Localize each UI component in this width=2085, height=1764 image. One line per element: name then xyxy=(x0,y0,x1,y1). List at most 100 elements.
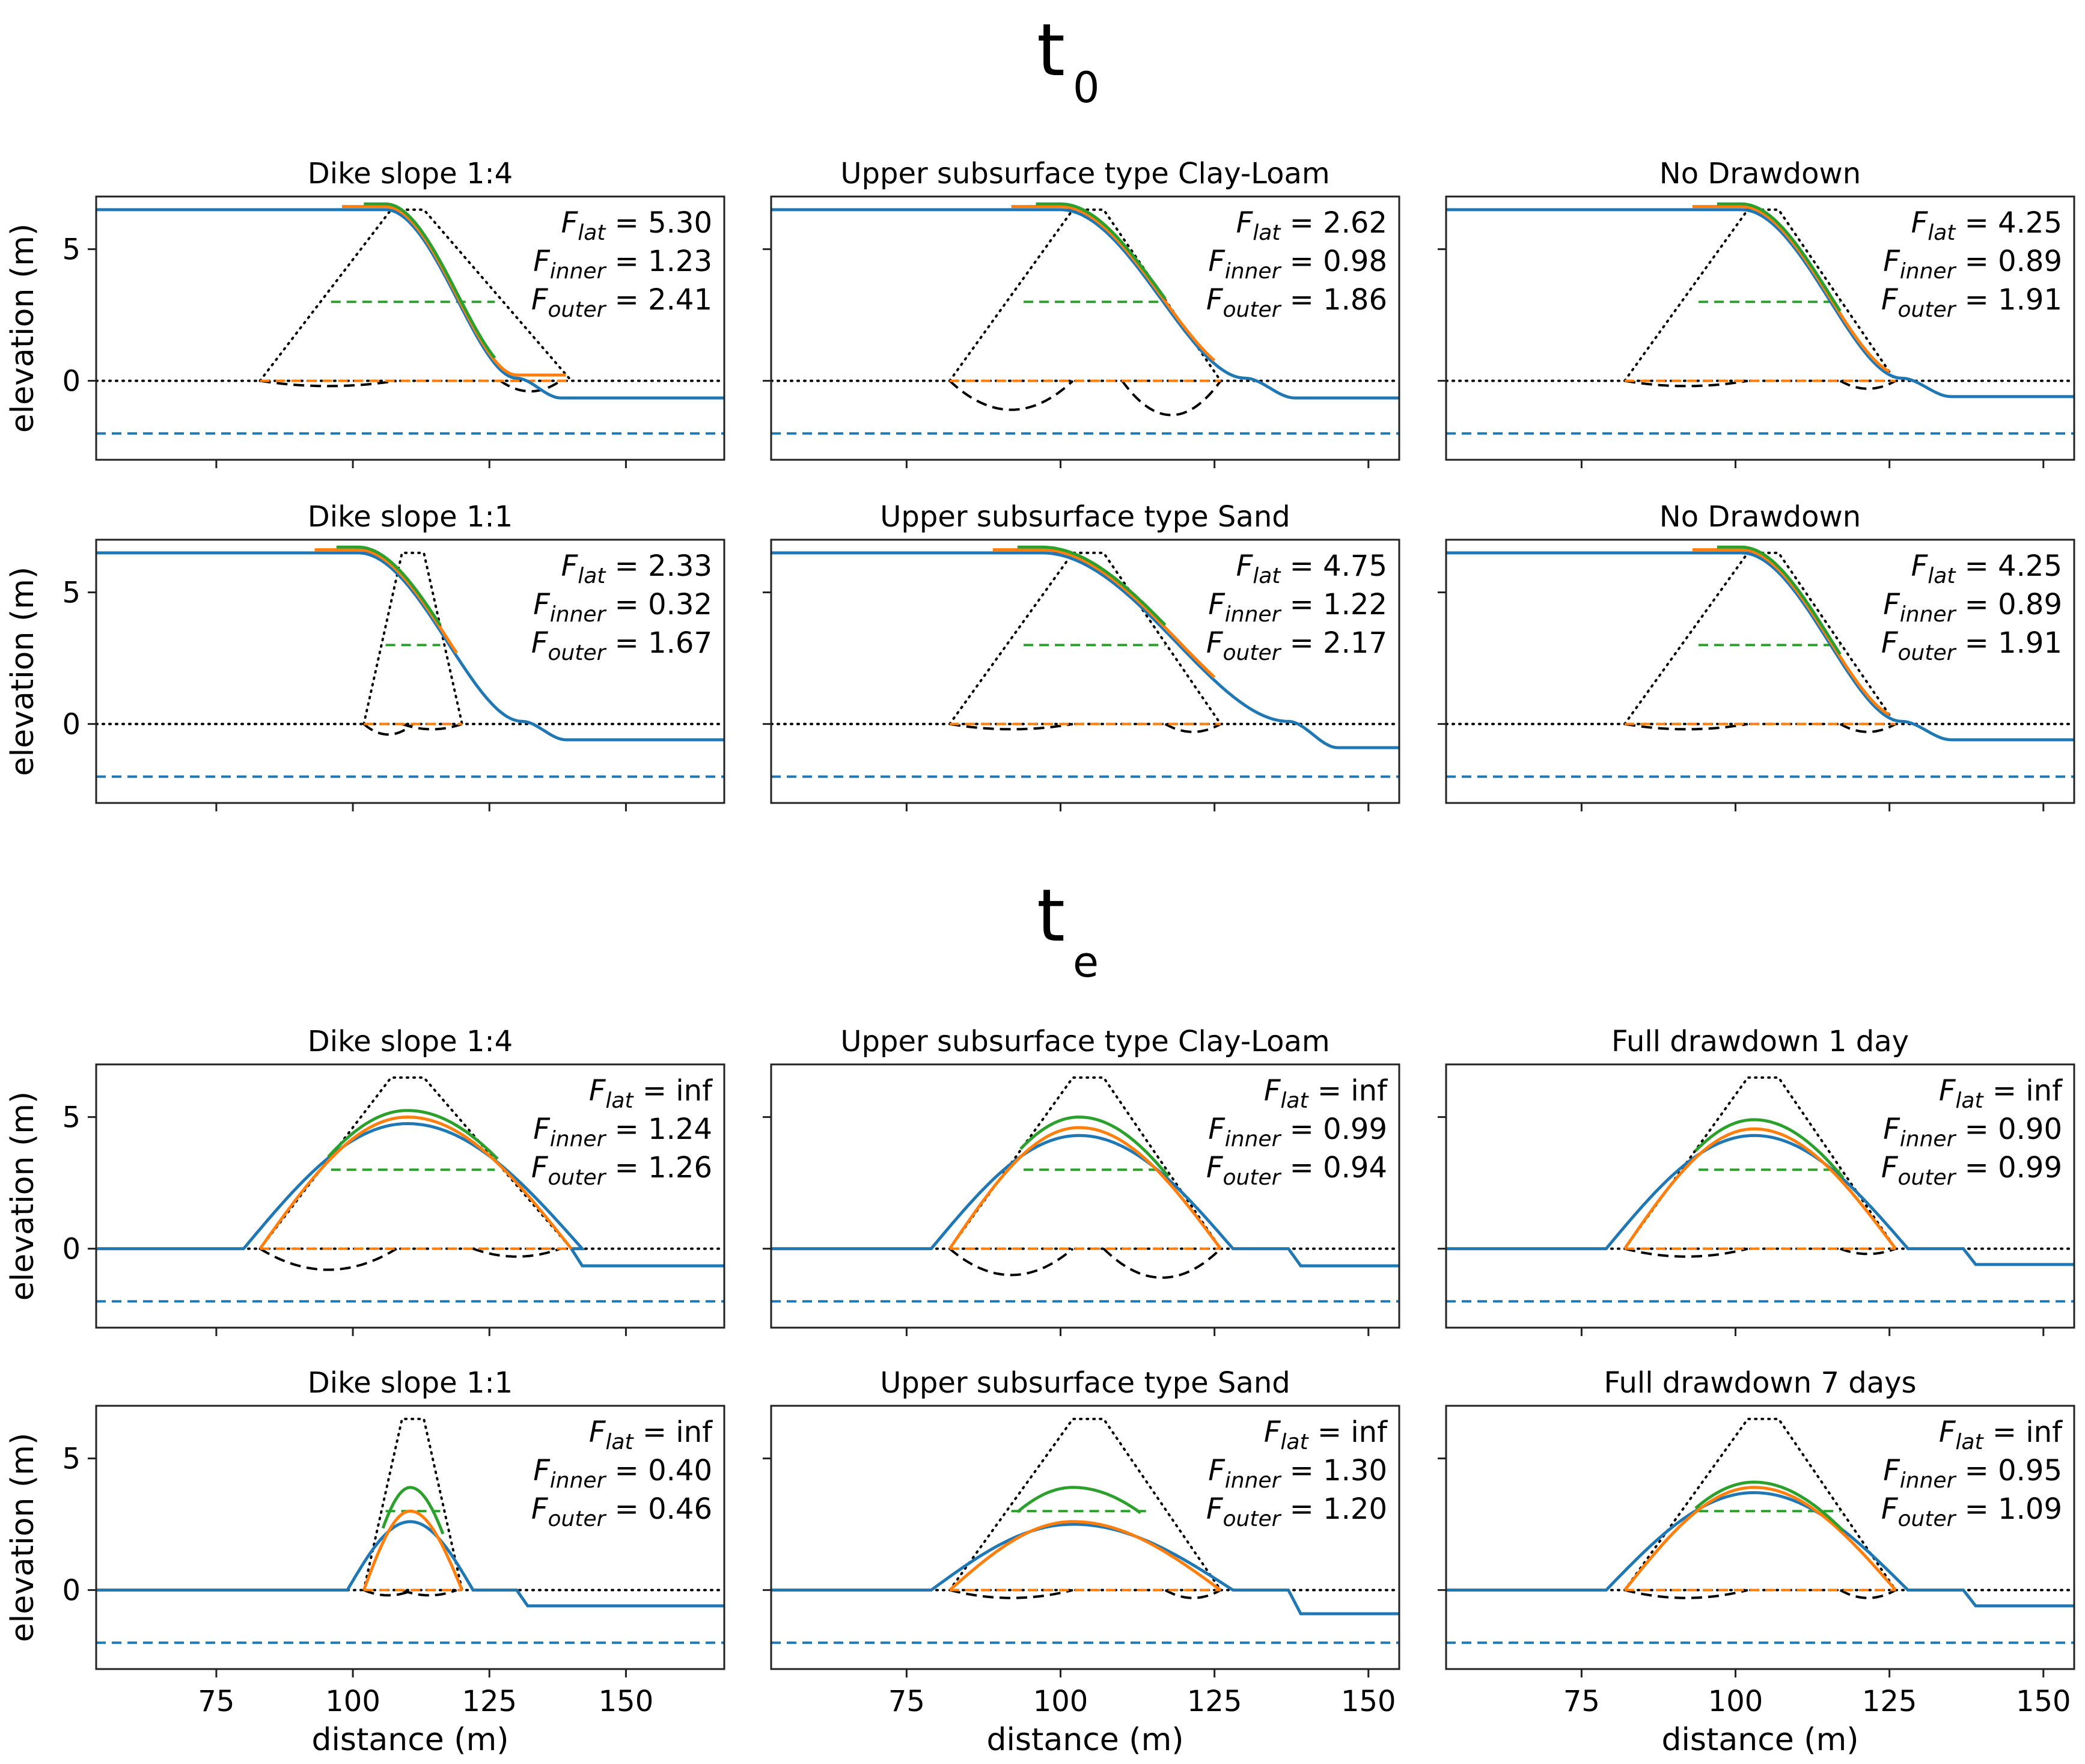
stat-value: 1.86 xyxy=(1323,283,1387,317)
section-title-t0: t 0 xyxy=(1037,9,1100,112)
stat-subscript: outer xyxy=(1223,1165,1281,1190)
stat-value: 4.25 xyxy=(1998,549,2062,583)
stat-f-inner: Finner = 0.89 xyxy=(1883,588,2062,627)
stat-equals: = xyxy=(1955,1151,1998,1185)
stat-equals: = xyxy=(1280,1454,1323,1488)
inner-slip-circle xyxy=(1624,1589,1748,1599)
green-surface-line xyxy=(1717,545,1842,655)
stat-symbol: F xyxy=(1208,1112,1226,1146)
plot-area xyxy=(771,202,1399,435)
stat-subscript: lat xyxy=(1955,1430,1984,1454)
stat-f-inner: Finner = 0.89 xyxy=(1883,245,2062,284)
stat-equals: = xyxy=(605,626,648,660)
inner-slip-circle xyxy=(363,723,414,736)
stat-subscript: outer xyxy=(1223,641,1281,665)
y-axis-label: elevation (m) xyxy=(5,567,41,776)
axes-frame xyxy=(1445,195,2075,461)
stat-value: 2.62 xyxy=(1323,206,1387,240)
stat-equals: = xyxy=(605,283,648,317)
panel-title: Dike slope 1:1 xyxy=(308,1366,513,1400)
dike-outline xyxy=(362,1417,463,1592)
stat-subscript: inner xyxy=(1900,1127,1957,1152)
stat-equals: = xyxy=(1955,245,1998,278)
stat-subscript: inner xyxy=(550,602,607,627)
stat-equals: = xyxy=(605,549,648,583)
stat-value: 0.99 xyxy=(1323,1112,1387,1146)
stat-f-lat: Flat = 5.30 xyxy=(561,206,712,245)
stat-value: 1.91 xyxy=(1998,626,2062,660)
x-axis-label: distance (m) xyxy=(311,1722,508,1758)
stat-equals: = xyxy=(1983,1415,2026,1449)
stat-subscript: inner xyxy=(550,259,607,284)
axes-frame xyxy=(770,539,1400,804)
inner-slip-circle xyxy=(1624,722,1748,731)
orange-surface-line xyxy=(1692,205,1890,373)
stat-f-lat: Flat = 4.75 xyxy=(1236,549,1387,588)
x-tick-label: 100 xyxy=(1033,1685,1088,1718)
stat-f-inner: Finner = 1.30 xyxy=(1208,1454,1387,1493)
stat-value: 0.89 xyxy=(1998,245,2062,278)
stat-subscript: outer xyxy=(548,298,606,322)
orange-surface-line xyxy=(992,548,1216,679)
stat-equals: = xyxy=(1280,1112,1323,1146)
section-title-main: t xyxy=(1037,9,1065,93)
x-tick-label: 125 xyxy=(1862,1685,1917,1718)
stat-value: 2.41 xyxy=(648,283,712,317)
x-tick-label: 75 xyxy=(888,1685,925,1718)
outer-slip-circle xyxy=(1164,1589,1221,1599)
stat-symbol: F xyxy=(1236,549,1254,583)
stat-symbol: F xyxy=(1883,1454,1900,1488)
y-tick-label: 5 xyxy=(62,1101,81,1135)
stat-symbol: F xyxy=(1881,1151,1899,1185)
stat-equals: = xyxy=(1308,1415,1351,1449)
stat-symbol: F xyxy=(531,1492,549,1526)
stat-symbol: F xyxy=(561,206,579,240)
plot-area xyxy=(1446,545,2074,778)
stat-subscript: inner xyxy=(1900,602,1957,627)
stat-symbol: F xyxy=(1208,1454,1226,1488)
green-surface-line xyxy=(1017,545,1167,626)
stat-value: 1.22 xyxy=(1323,588,1387,621)
stat-equals: = xyxy=(605,588,648,621)
dike-outline xyxy=(948,1417,1222,1592)
stat-value: 4.75 xyxy=(1323,549,1387,583)
stat-f-lat: Flat = inf xyxy=(1264,1415,1388,1454)
stat-equals: = xyxy=(1280,588,1323,621)
stat-subscript: inner xyxy=(1225,602,1282,627)
green-surface-line xyxy=(364,202,496,359)
green-surface-line xyxy=(381,1486,445,1535)
x-axis-label: distance (m) xyxy=(1661,1722,1858,1758)
phreatic-line xyxy=(96,551,724,742)
stat-f-outer: Fouter = 1.26 xyxy=(531,1151,712,1190)
stat-value: 0.99 xyxy=(1998,1151,2062,1185)
stat-subscript: inner xyxy=(550,1127,607,1152)
stat-subscript: outer xyxy=(548,641,606,665)
stat-symbol: F xyxy=(1264,1415,1281,1449)
outer-slip-circle xyxy=(401,722,463,731)
stat-value: 0.89 xyxy=(1998,588,2062,621)
stat-value: inf xyxy=(1351,1415,1388,1449)
stat-f-outer: Fouter = 0.99 xyxy=(1881,1151,2062,1190)
stat-equals: = xyxy=(1955,1112,1998,1146)
stat-subscript: outer xyxy=(548,1507,606,1531)
orange-surface-line xyxy=(1623,1127,1897,1250)
stat-symbol: F xyxy=(1939,1074,1956,1108)
inner-slip-circle xyxy=(259,1247,397,1271)
stat-subscript: outer xyxy=(1897,298,1956,322)
stat-f-inner: Finner = 1.22 xyxy=(1208,588,1387,627)
stat-subscript: lat xyxy=(1253,564,1281,588)
stat-value: inf xyxy=(676,1415,713,1449)
stat-f-inner: Finner = 0.32 xyxy=(533,588,712,627)
stat-value: 1.23 xyxy=(648,245,712,278)
stat-equals: = xyxy=(633,1415,676,1449)
axes-frame xyxy=(95,1405,725,1670)
y-tick-label: 0 xyxy=(62,708,81,742)
y-tick-label: 0 xyxy=(62,1574,81,1608)
chart-panel-8: Upper subsurface type Clay-Loam Flat = in… xyxy=(763,1025,1400,1336)
stat-symbol: F xyxy=(589,1074,606,1108)
stat-equals: = xyxy=(633,1074,676,1108)
